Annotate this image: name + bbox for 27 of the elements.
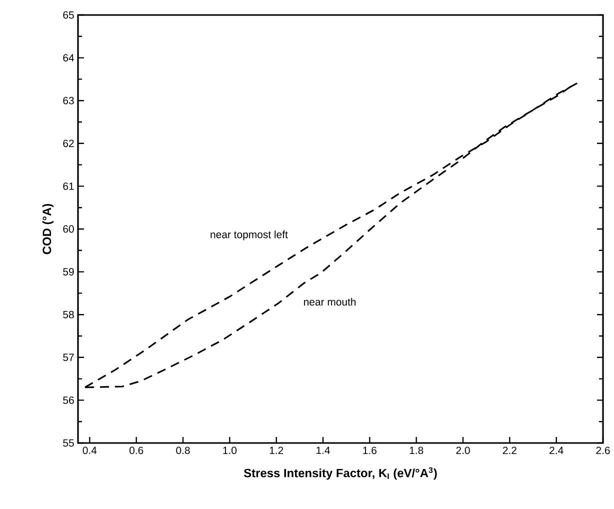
series-label: near mouth	[304, 298, 356, 306]
x-tick-label: 0.4	[82, 446, 97, 454]
y-tick-label: 55	[63, 439, 74, 447]
x-tick-label: 0.6	[129, 446, 144, 454]
x-tick-label: 2.6	[596, 446, 610, 454]
x-tick-label: 2.4	[550, 446, 564, 454]
x-tick-label: 1.0	[223, 446, 237, 454]
y-tick-label: 65	[63, 11, 74, 19]
x-tick-label: 1.8	[410, 446, 424, 454]
y-axis-title: COD (°A)	[42, 204, 54, 254]
x-tick-label: 1.6	[363, 446, 376, 454]
text: Stress Intensity Factor, K$_{I}$ (eV/°A$^{3}$)	[244, 467, 437, 480]
x-tick-label: 1.4	[316, 446, 330, 454]
y-tick-label: 64	[63, 54, 74, 62]
y-tick-label: 56	[63, 396, 74, 404]
y-tick-label: 57	[63, 354, 74, 362]
y-tick-label: 61	[63, 182, 74, 190]
x-tick-label: 1.2	[270, 446, 284, 454]
y-tick-label: 59	[63, 268, 74, 276]
x-tick-label: 2.0	[456, 446, 470, 454]
x-tick-label: 2.2	[502, 446, 516, 454]
y-tick-label: 60	[63, 225, 74, 233]
x-tick-label: 0.8	[176, 446, 190, 454]
y-tick-label: 62	[63, 140, 74, 148]
series-label: near topmost left	[210, 230, 288, 240]
y-tick-label: 63	[63, 96, 74, 104]
y-tick-label: 58	[63, 310, 74, 318]
